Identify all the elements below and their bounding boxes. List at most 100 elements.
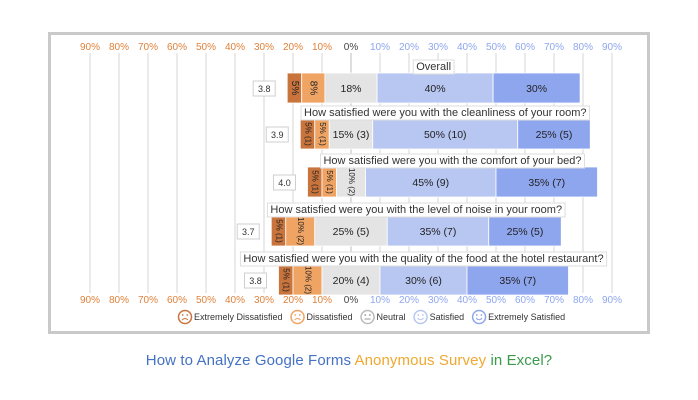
data-label: 5% (1) [318, 122, 327, 146]
tick-label-top: 90% [602, 42, 622, 53]
data-label: 30% [526, 83, 547, 95]
tick-label-bottom: 50% [196, 295, 216, 306]
bar-segment [372, 118, 519, 150]
legend-item: Dissatisfied [290, 309, 353, 325]
bar-segment [314, 215, 388, 247]
data-label: 35% (7) [499, 275, 536, 287]
tick-label-top: 30% [428, 42, 448, 53]
tick-label-top: 0% [344, 42, 359, 53]
question-label: How satisfied were you with the cleanlin… [304, 107, 586, 119]
neutral-face-icon [360, 309, 375, 325]
data-label: 5% (1) [311, 170, 320, 194]
chart-frame: 90% 90% 80% 80% 70% 70% 60% 60% 50% 50% 40% 40% 30% 3… [48, 32, 650, 334]
tick-label-top: 50% [486, 42, 506, 53]
tick-label-top: 40% [225, 42, 245, 53]
face-eye [364, 314, 367, 316]
data-label: 50% (10) [424, 129, 467, 141]
tick-label-bottom: 50% [486, 295, 506, 306]
bar-segment [285, 215, 316, 247]
tick-label-bottom: 80% [573, 295, 593, 306]
data-label: 20% (4) [333, 275, 370, 287]
face-eye [298, 314, 301, 316]
face-eye [186, 314, 189, 316]
tick-label-bottom: 20% [283, 295, 303, 306]
data-label: 25% (5) [507, 226, 544, 238]
question-label: Overall [416, 61, 451, 73]
tick-label-bottom: 0% [344, 295, 359, 306]
score-box [236, 223, 260, 240]
bar-segment [466, 264, 569, 296]
score-box [252, 80, 276, 97]
bar-segment [324, 72, 378, 104]
tick-label-top: 40% [457, 42, 477, 53]
face-mouth [417, 317, 424, 321]
row-score: 3.8 [249, 276, 262, 286]
tick-label-bottom: 70% [138, 295, 158, 306]
face-eye [294, 314, 297, 316]
face-eye [368, 314, 371, 316]
data-label: 8% [308, 81, 319, 96]
legend-label: Extremely Dissatisfied [194, 312, 283, 322]
data-label: 35% (7) [528, 177, 565, 189]
data-label: 45% (9) [412, 177, 449, 189]
survey-chart: 90% 90% 80% 80% 70% 70% 60% 60% 50% 50% 40% 40% 30% 3… [80, 42, 622, 325]
data-label: 35% (7) [420, 226, 457, 238]
bar-segment [321, 264, 381, 296]
tick-label-bottom: 10% [312, 295, 332, 306]
tick-label-top: 50% [196, 42, 216, 53]
score-box [265, 126, 289, 143]
face-eye [480, 314, 483, 316]
tick-label-top: 10% [312, 42, 332, 53]
tick-label-bottom: 90% [602, 295, 622, 306]
bar-segment [328, 118, 374, 150]
data-label: 5% (1) [282, 268, 291, 292]
question-label: How satisfied were you with the level of… [270, 204, 562, 216]
tick-label-bottom: 20% [399, 295, 419, 306]
bar-segment [336, 166, 366, 198]
tick-label-top: 30% [254, 42, 274, 53]
data-label: 18% [340, 83, 361, 95]
bar-segment [517, 118, 591, 150]
face-eye [475, 314, 478, 316]
question-label-bg [412, 59, 455, 75]
face-eye [181, 314, 184, 316]
legend-label: Neutral [377, 312, 406, 322]
face-mouth [181, 318, 189, 321]
tick-label-bottom: 80% [109, 295, 129, 306]
data-label: 10% (2) [296, 217, 305, 245]
data-label: 5% [289, 81, 300, 96]
happy-face-icon [471, 309, 487, 325]
row-score: 3.7 [242, 227, 255, 237]
row-score: 4.0 [278, 178, 291, 188]
data-label: 25% (5) [333, 226, 370, 238]
bar-segment [488, 215, 562, 247]
face-eye [417, 314, 420, 316]
bar-segment [495, 166, 598, 198]
question-label-bg [239, 251, 608, 267]
legend-item: Extremely Satisfied [471, 309, 565, 325]
row-score: 3.8 [258, 84, 271, 94]
legend-label: Dissatisfied [307, 312, 353, 322]
row-score: 3.9 [271, 130, 284, 140]
face-mouth [294, 318, 301, 321]
data-label: 5% (1) [274, 219, 283, 243]
score-box [244, 272, 267, 289]
question-label: How satisfied were you with the comfort … [323, 155, 581, 167]
legend-label: Satisfied [430, 312, 465, 322]
question-label-bg [300, 105, 590, 121]
tick-label-bottom: 40% [457, 295, 477, 306]
bar-segment [492, 72, 581, 104]
sad-face-icon [290, 309, 305, 325]
face-mouth [475, 317, 483, 321]
tick-label-bottom: 70% [544, 295, 564, 306]
tick-label-bottom: 30% [428, 295, 448, 306]
tick-label-top: 80% [109, 42, 129, 53]
data-label: 30% (6) [405, 275, 442, 287]
bar-segment [365, 166, 497, 198]
legend-item: Neutral [360, 309, 406, 325]
face-eye [421, 314, 424, 316]
data-label: 40% [425, 83, 446, 95]
data-label: 10% (2) [303, 266, 312, 294]
bar-segment [292, 264, 323, 296]
tick-label-bottom: 30% [254, 295, 274, 306]
